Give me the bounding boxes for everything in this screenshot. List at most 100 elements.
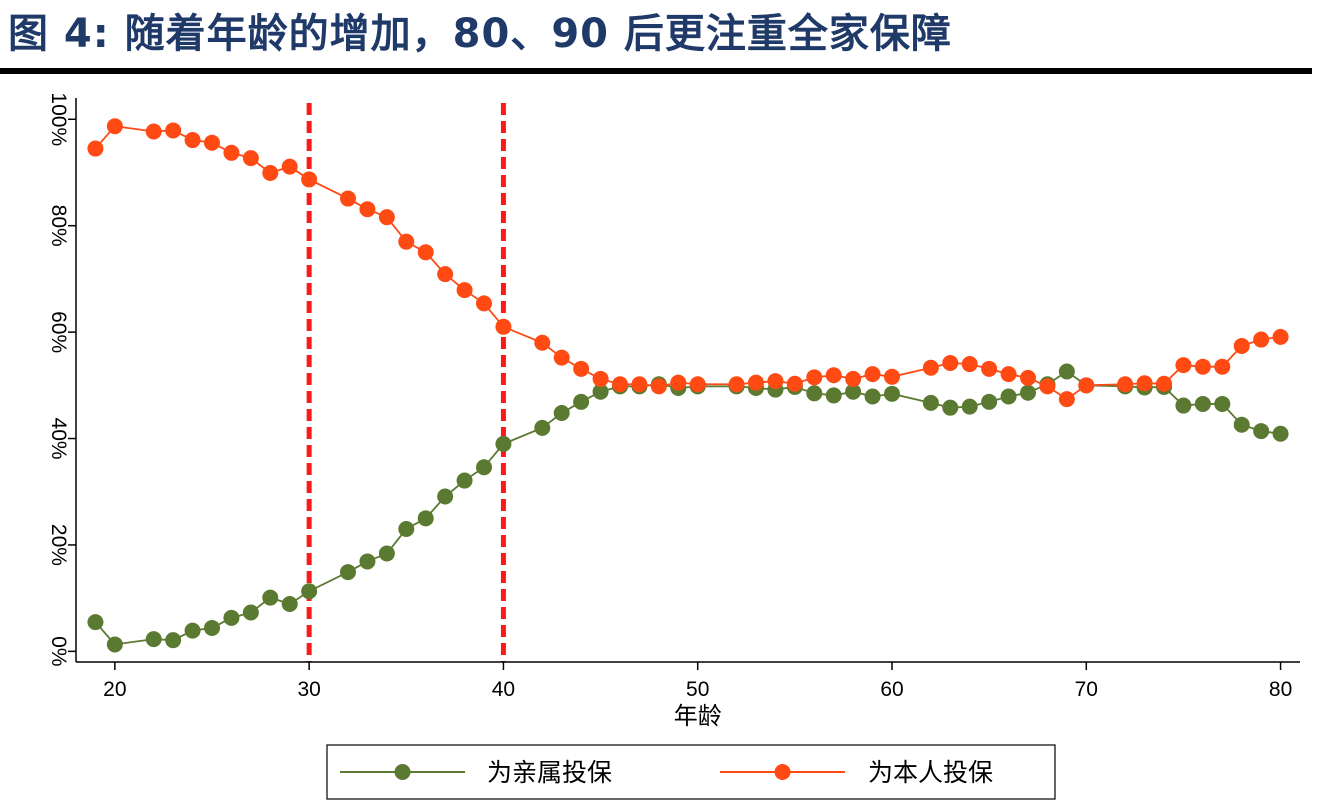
data-point [1272, 425, 1289, 442]
data-point [165, 122, 182, 139]
data-point [631, 376, 648, 393]
data-point [1117, 376, 1134, 393]
series-layer [87, 118, 1289, 653]
data-point [1233, 416, 1250, 433]
y-ticks: 0% 20% 40% 60% 80% 100% [47, 92, 76, 667]
data-point [1214, 395, 1231, 412]
data-point [884, 385, 900, 402]
data-point [961, 356, 978, 373]
data-point [573, 393, 590, 410]
y-tick-label: 100% [47, 92, 70, 146]
data-point [378, 209, 395, 226]
data-point [864, 366, 881, 383]
data-point [922, 394, 939, 411]
y-tick-label: 60% [47, 311, 70, 353]
x-tick-label: 70 [1075, 678, 1098, 701]
data-point [398, 520, 415, 537]
x-tick-label: 40 [492, 678, 515, 701]
y-tick-label: 40% [47, 418, 70, 460]
title-divider [0, 68, 1312, 74]
data-point [262, 165, 279, 182]
data-point [1214, 358, 1231, 375]
data-point [884, 368, 900, 385]
data-point [1175, 357, 1192, 374]
data-point [864, 388, 881, 405]
x-axis-label: 年龄 [674, 702, 722, 730]
data-point [981, 360, 998, 377]
series-2 [87, 118, 1289, 408]
data-point [281, 596, 298, 613]
data-point [495, 435, 512, 452]
data-point [242, 604, 259, 621]
data-point [340, 564, 356, 581]
data-point [301, 583, 318, 600]
data-point [281, 158, 298, 175]
data-point [476, 459, 492, 476]
data-point [534, 334, 551, 351]
data-point [1058, 391, 1075, 408]
data-point [106, 118, 123, 135]
data-point [495, 318, 512, 335]
data-point [106, 636, 123, 653]
data-point [476, 295, 492, 312]
data-point [398, 233, 415, 250]
data-point [87, 614, 104, 631]
figure-title: 图 4: 随着年龄的增加，80、90 后更注重全家保障 [8, 11, 952, 57]
data-point [1194, 358, 1211, 375]
data-point [942, 354, 959, 371]
data-point [87, 140, 104, 157]
legend-swatch-marker [774, 764, 791, 780]
x-tick-label: 60 [880, 678, 903, 701]
data-point [1175, 397, 1192, 414]
data-point [845, 370, 862, 387]
data-point [145, 123, 162, 140]
data-point [165, 632, 182, 649]
data-point [942, 399, 959, 416]
data-point [1078, 377, 1095, 394]
data-point [417, 510, 434, 527]
data-point [806, 369, 823, 386]
data-point [573, 360, 590, 377]
data-point [378, 545, 395, 562]
data-point [786, 375, 803, 392]
data-point [359, 553, 376, 570]
y-tick-label: 0% [47, 636, 70, 666]
data-point [1020, 384, 1036, 401]
data-point [981, 393, 998, 410]
x-tick-label: 80 [1269, 678, 1292, 701]
legend: 为亲属投保 为本人投保 [326, 744, 1056, 800]
legend-swatch-marker [394, 764, 411, 780]
y-tick-label: 80% [47, 205, 70, 247]
data-point [592, 370, 609, 387]
data-point [184, 622, 201, 639]
data-point [359, 201, 376, 218]
x-tick-label: 30 [297, 678, 320, 701]
data-point [437, 488, 454, 505]
data-point [223, 609, 240, 626]
y-tick-label: 20% [47, 524, 70, 566]
data-point [806, 385, 823, 402]
data-point [417, 244, 434, 261]
data-point [204, 134, 220, 151]
x-tick-label: 20 [103, 678, 126, 701]
data-point [204, 619, 220, 636]
data-point [301, 171, 318, 188]
data-point [825, 387, 842, 404]
x-ticks: 20 30 40 50 60 70 80 [103, 662, 1292, 701]
data-point [262, 589, 279, 606]
data-point [748, 374, 764, 391]
data-point [612, 376, 628, 393]
data-point [340, 190, 356, 207]
data-point [223, 144, 240, 161]
data-point [242, 150, 259, 167]
x-tick-label: 50 [686, 678, 709, 701]
data-point [922, 359, 939, 376]
data-point [1039, 378, 1056, 395]
chart-axes [75, 98, 1300, 663]
data-point [845, 383, 862, 400]
data-point [728, 376, 745, 393]
data-point [592, 383, 609, 400]
data-point [456, 472, 473, 489]
reference-lines [306, 103, 506, 662]
